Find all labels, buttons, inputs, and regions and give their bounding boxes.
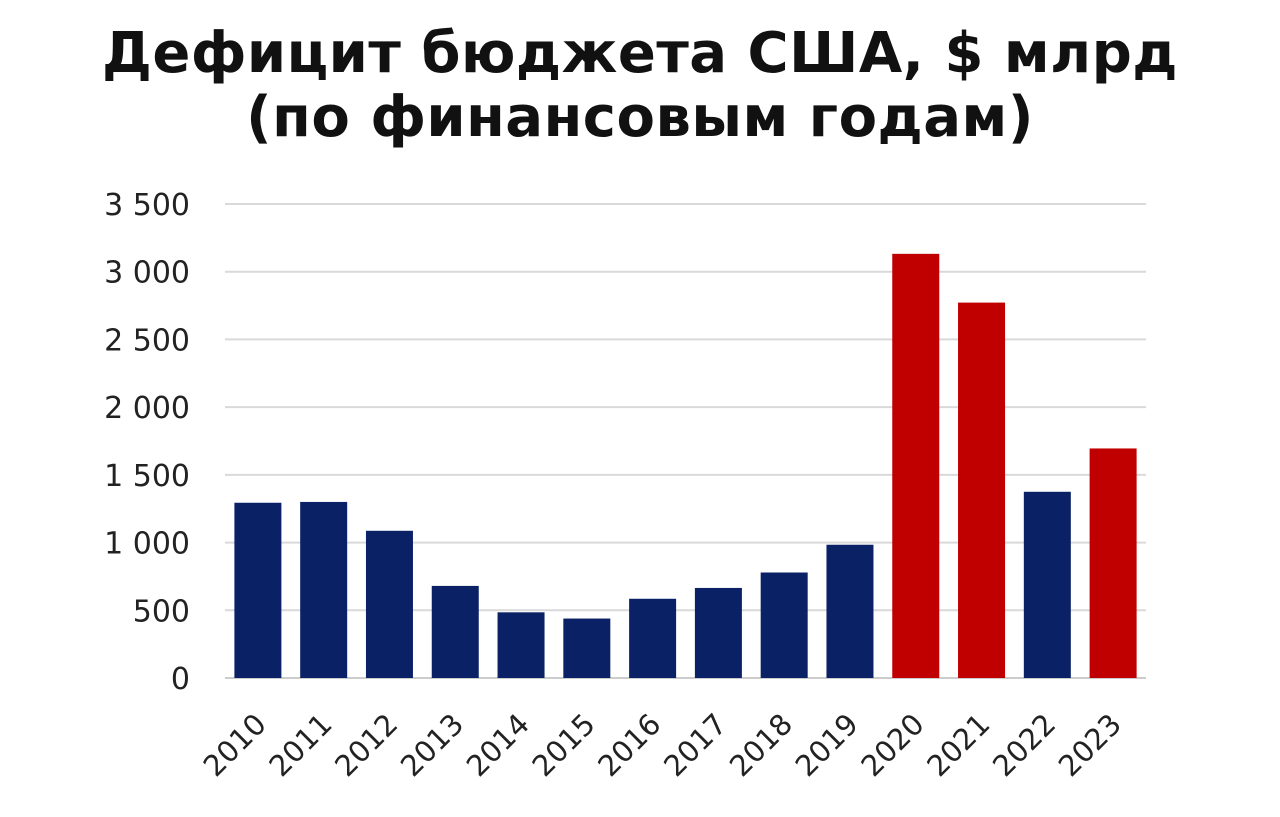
x-tick-label: 2010 xyxy=(197,707,273,783)
x-tick-label: 2012 xyxy=(328,707,404,783)
bar-2017 xyxy=(694,587,742,678)
chart-title: Дефицит бюджета США, $ млрд xyxy=(101,21,1179,86)
x-tick-label: 2016 xyxy=(591,707,667,783)
y-tick-label: 1 500 xyxy=(104,459,190,494)
x-tick-label: 2013 xyxy=(394,707,470,783)
bar-2016 xyxy=(629,598,677,678)
x-tick-label: 2021 xyxy=(920,707,996,783)
y-tick-label: 2 000 xyxy=(104,391,190,426)
bar-2013 xyxy=(431,585,479,678)
x-tick-label: 2018 xyxy=(723,707,799,783)
bar-2015 xyxy=(563,618,611,678)
bar-2012 xyxy=(365,530,413,678)
y-tick-label: 500 xyxy=(133,594,190,629)
x-tick-label: 2022 xyxy=(986,707,1062,783)
x-tick-label: 2019 xyxy=(789,707,865,783)
x-tick-label: 2014 xyxy=(460,707,536,783)
x-tick-label: 2023 xyxy=(1052,707,1128,783)
bar-2014 xyxy=(497,612,545,678)
x-tick-label: 2017 xyxy=(657,707,733,783)
bar-2010 xyxy=(234,502,282,678)
y-tick-label: 1 000 xyxy=(104,527,190,562)
bar-2018 xyxy=(760,572,808,678)
bar-2022 xyxy=(1023,491,1071,678)
bar-2021 xyxy=(958,302,1006,678)
bar-2019 xyxy=(826,544,874,678)
y-tick-label: 3 500 xyxy=(104,188,190,223)
chart-subtitle: (по финансовым годам) xyxy=(246,85,1034,150)
bar-2011 xyxy=(300,501,348,678)
y-tick-label: 2 500 xyxy=(104,323,190,358)
x-tick-label: 2020 xyxy=(854,707,930,783)
bar-2023 xyxy=(1089,448,1137,678)
x-tick-label: 2015 xyxy=(526,707,602,783)
y-tick-label: 3 000 xyxy=(104,256,190,291)
y-tick-label: 0 xyxy=(171,662,190,697)
chart-title-block: Дефицит бюджета США, $ млрд (по финансов… xyxy=(0,22,1280,150)
bar-2020 xyxy=(892,253,940,678)
x-tick-label: 2011 xyxy=(262,707,338,783)
